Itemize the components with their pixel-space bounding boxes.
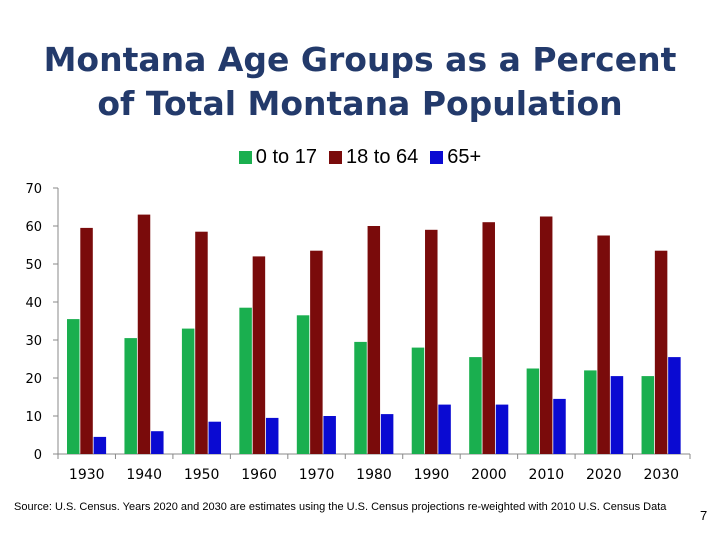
legend-label-18-to-64: 18 to 64 [345,146,419,168]
x-tick-label: 1980 [356,467,392,483]
y-tick-label: 60 [25,220,42,235]
bar [239,307,252,454]
x-tick-label: 1970 [299,467,335,483]
bar [380,414,394,454]
y-tick-label: 10 [25,410,42,425]
legend-swatch-18-to-64 [328,151,342,164]
bar [252,256,266,454]
x-tick-label: 2020 [586,467,622,483]
legend-item-65-plus: 65+ [430,146,481,169]
bar [482,222,495,454]
x-tick-label: 2030 [643,467,679,483]
y-tick-label: 50 [25,258,42,273]
page-number: 7 [700,508,708,523]
bar [610,376,624,454]
bar [668,357,681,454]
bar [195,231,208,454]
legend-item-18-to-64: 18 to 64 [328,146,419,169]
bar [137,214,151,454]
y-tick-label: 70 [25,182,42,197]
bar [310,250,323,454]
bar [367,226,381,454]
bar [469,357,482,454]
bar [584,370,597,454]
bar [354,341,367,454]
bar [597,235,610,454]
bar [553,398,566,454]
y-tick-label: 30 [25,334,42,349]
bar [67,319,80,454]
legend-swatch-0-to-17 [238,151,252,164]
chart-title-line-2: of Total Montana Population [97,84,623,123]
x-tick-label: 1940 [126,467,162,483]
y-tick-label: 20 [25,372,42,387]
bar [93,436,107,454]
bar [151,431,164,454]
bar [495,404,509,454]
x-tick-label: 2010 [529,467,565,483]
chart-title: Montana Age Groups as a Percent of Total… [0,38,720,126]
chart-legend: 0 to 17 18 to 64 65+ [0,146,720,169]
bar [80,227,93,454]
x-tick-label: 1950 [184,467,220,483]
x-tick-label: 1990 [414,467,450,483]
bar [124,338,137,454]
bar [411,347,425,454]
legend-label-65-plus: 65+ [447,146,482,168]
bar [296,315,310,454]
bar [425,229,438,454]
bar [208,421,222,454]
bar [641,376,655,454]
x-tick-label: 1930 [69,467,105,483]
bar [181,328,195,454]
source-note: Source: U.S. Census. Years 2020 and 2030… [14,501,667,513]
legend-label-0-to-17: 0 to 17 [255,146,317,168]
x-tick-label: 1960 [241,467,277,483]
x-tick-label: 2000 [471,467,507,483]
bar [654,250,668,454]
legend-swatch-65-plus [430,151,444,164]
legend-item-0-to-17: 0 to 17 [238,146,317,169]
bar [539,216,553,454]
y-tick-label: 40 [25,296,42,311]
bar [323,416,336,454]
bar [526,368,540,454]
y-tick-label: 0 [34,448,42,463]
chart-title-line-1: Montana Age Groups as a Percent [43,40,677,79]
bar [438,404,451,454]
bar [265,417,279,454]
